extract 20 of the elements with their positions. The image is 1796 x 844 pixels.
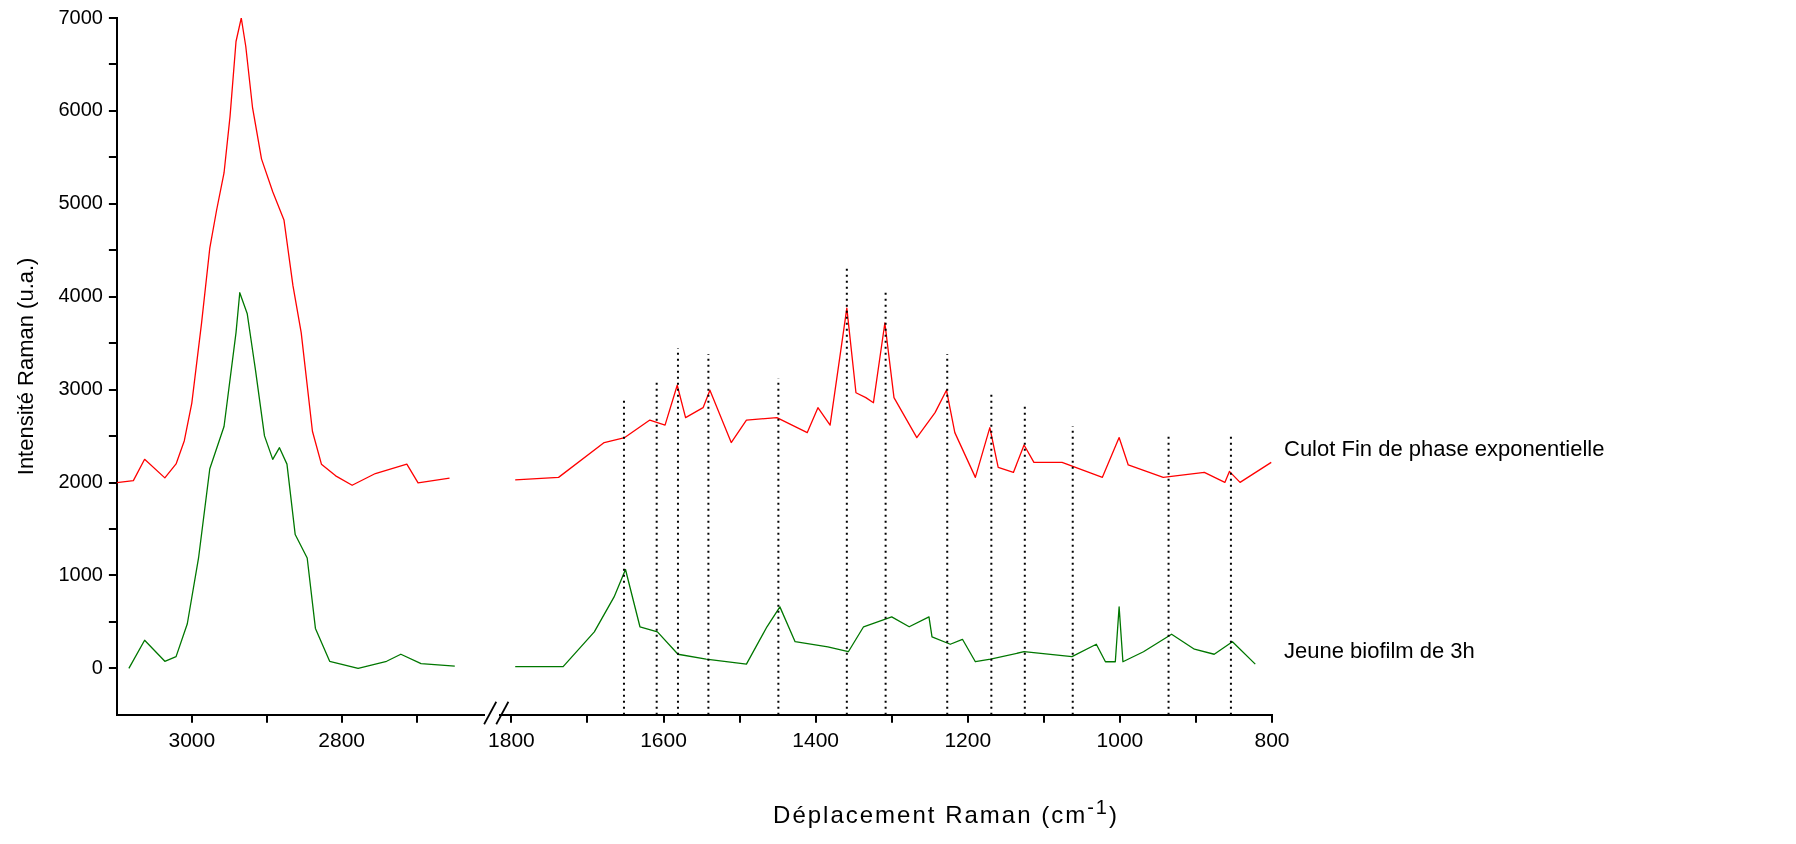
x-tick-label: 3000	[168, 728, 216, 752]
series-label: Culot Fin de phase exponentielle	[1284, 436, 1605, 462]
y-tick-label: 3000	[58, 377, 103, 400]
y-tick-label: 4000	[58, 284, 103, 307]
x-tick-label: 2800	[318, 728, 366, 752]
x-tick-label: 1400	[792, 728, 839, 752]
y-tick-label: 6000	[58, 98, 103, 121]
series-label: Jeune biofilm de 3h	[1284, 638, 1475, 664]
y-tick-label: 5000	[58, 191, 103, 214]
y-tick-label: 0	[91, 655, 103, 678]
x-tick-label: 800	[1254, 728, 1290, 752]
x-tick-label: 1000	[1096, 728, 1144, 752]
x-axis-title: Déplacement Raman (cm$^{-1}$)	[772, 796, 1120, 829]
y-tick-label: 1000	[58, 562, 103, 585]
x-tick-label: 1600	[640, 728, 687, 752]
y-tick-label: 7000	[58, 5, 103, 28]
y-axis-title: Intensité Raman (u.a.)	[13, 257, 39, 476]
y-tick-label: 2000	[58, 470, 103, 493]
x-tick-label: 1800	[488, 728, 535, 752]
x-tick-label: 1200	[944, 728, 992, 752]
